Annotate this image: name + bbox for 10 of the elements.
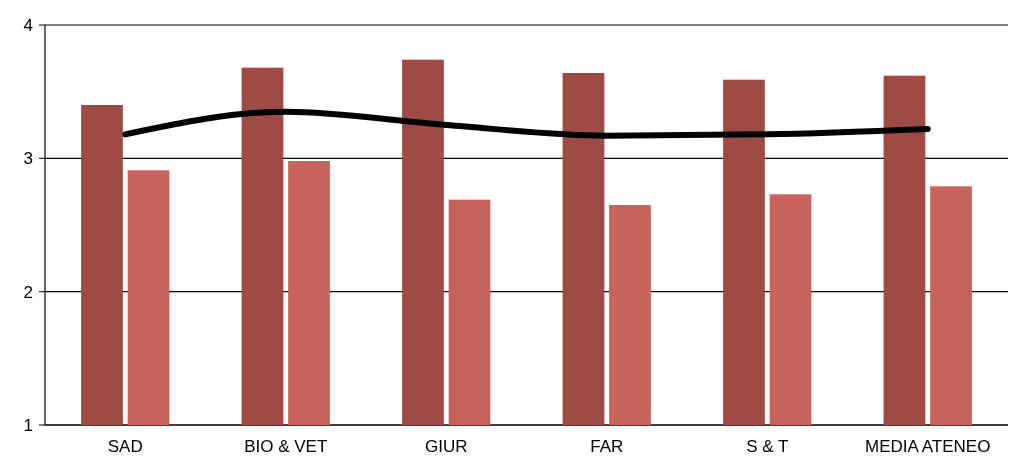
y-tick-label: 2 <box>23 282 33 302</box>
y-tick-label: 1 <box>23 415 33 435</box>
x-tick-label: SAD <box>107 437 143 456</box>
y-tick-label: 4 <box>23 15 33 35</box>
x-tick-label: GIUR <box>425 437 468 456</box>
x-tick-label: S & T <box>746 437 789 456</box>
x-tick-label: FAR <box>590 437 624 456</box>
x-tick-label: MEDIA ATENEO <box>865 437 991 456</box>
x-tick-label: BIO & VET <box>244 437 328 456</box>
y-tick-label: 3 <box>23 149 33 169</box>
